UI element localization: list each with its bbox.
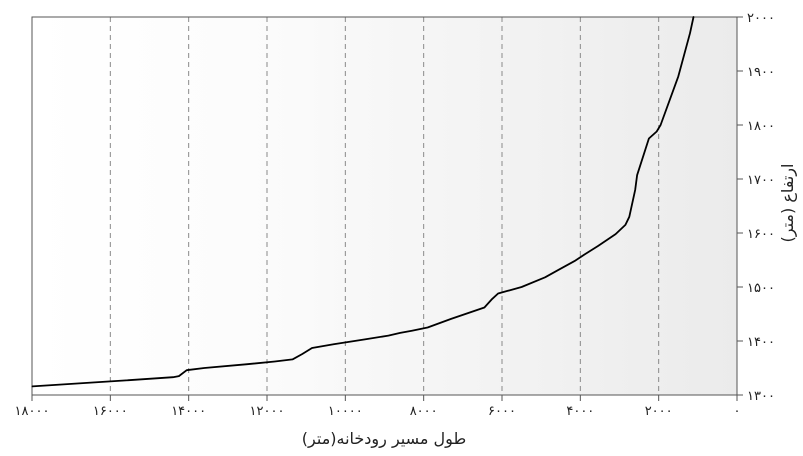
y-tick-label: ۱۹۰۰	[747, 65, 775, 80]
x-axis-tick-labels: ۱۸۰۰۰ ۱۶۰۰۰ ۱۴۰۰۰ ۱۲۰۰۰ ۱۰۰۰۰ ۸۰۰۰ ۶۰۰۰ ۴۰۰۰ ۲۰۰…	[15, 404, 741, 419]
x-tick-label: ۱۴۰۰۰	[171, 404, 206, 419]
plot-background	[32, 17, 737, 395]
x-tick-label: ۱۸۰۰۰	[15, 404, 50, 419]
x-tick-label: ۴۰۰۰	[566, 404, 594, 419]
x-tick-label: ۱۶۰۰۰	[93, 404, 128, 419]
axis-ticks	[31, 16, 743, 401]
x-tick-label: ۱۲۰۰۰	[250, 404, 285, 419]
x-tick-label: ۸۰۰۰	[410, 404, 438, 419]
x-tick-label: ۶۰۰۰	[488, 404, 516, 419]
y-tick-label: ۱۳۰۰	[747, 389, 775, 404]
y-tick-label: ۲۰۰۰	[747, 11, 775, 26]
x-tick-label: ۱۰۰۰۰	[328, 404, 363, 419]
series-line-elevation	[31, 16, 695, 388]
y-axis-tick-labels: ۱۳۰۰ ۱۴۰۰ ۱۵۰۰ ۱۶۰۰ ۱۷۰۰ ۱۸۰۰ ۱۹۰۰ ۲۰۰۰	[747, 11, 775, 404]
y-tick-label: ۱۸۰۰	[747, 119, 775, 134]
x-tick-label: ۰	[734, 404, 741, 419]
grid-lines	[109, 17, 660, 395]
x-axis-title: طول مسیر رودخانه(متر)	[302, 429, 466, 449]
y-axis-title: ارتفاع (متر)	[778, 164, 798, 243]
y-tick-label: ۱۵۰۰	[747, 281, 775, 296]
y-tick-label: ۱۴۰۰	[747, 335, 775, 350]
x-tick-label: ۲۰۰۰	[645, 404, 673, 419]
plot-frame	[31, 16, 738, 396]
y-tick-label: ۱۶۰۰	[747, 227, 775, 242]
y-tick-label: ۱۷۰۰	[747, 173, 775, 188]
series-layer	[31, 16, 695, 388]
